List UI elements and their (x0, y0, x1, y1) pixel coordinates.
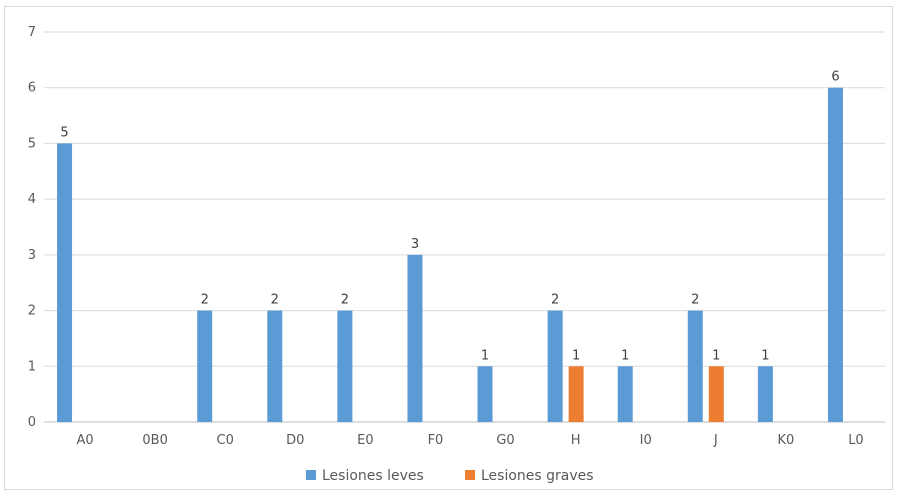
data-label: 2 (691, 293, 699, 308)
data-label: 2 (551, 293, 559, 308)
y-tick-label: 0 (28, 415, 36, 430)
bar-lesiones-leves (57, 143, 73, 422)
chart-frame (4, 6, 893, 490)
bar-lesiones-leves (477, 366, 493, 422)
y-tick-label: 6 (28, 81, 36, 96)
bar-lesiones-leves (267, 310, 283, 422)
legend: Lesiones leves Lesiones graves (306, 468, 594, 484)
bar-lesiones-leves (547, 310, 563, 422)
y-tick-label: 1 (28, 359, 36, 374)
data-label: 2 (201, 293, 209, 308)
legend-label-graves: Lesiones graves (481, 468, 594, 484)
bar-lesiones-leves (407, 254, 423, 422)
y-tick-label: 4 (28, 192, 36, 207)
data-label: 3 (411, 237, 419, 252)
y-tick-label: 3 (28, 248, 36, 263)
bar-lesiones-graves (568, 366, 584, 422)
x-tick-label: F0 (428, 433, 444, 448)
x-tick-label: A0 (76, 433, 93, 448)
x-tick-label: J (713, 433, 718, 448)
x-tick-label: 0B0 (142, 433, 167, 448)
x-tick-label: L0 (848, 433, 864, 448)
x-tick-label: I0 (640, 433, 652, 448)
data-label: 1 (481, 348, 489, 363)
bars (57, 87, 843, 422)
x-tick-label: E0 (357, 433, 374, 448)
bar-lesiones-leves (337, 310, 353, 422)
bar-lesiones-leves (687, 310, 703, 422)
data-label: 1 (572, 348, 580, 363)
y-tick-label: 2 (28, 304, 36, 319)
data-labels: 5 2 2 2 3 1 2 1 1 2 1 1 6 (60, 70, 839, 364)
x-tick-label: C0 (217, 433, 234, 448)
bar-lesiones-leves (197, 310, 213, 422)
data-label: 1 (621, 348, 629, 363)
x-axis-ticks: A0 0B0 C0 D0 E0 F0 G0 H I0 J K0 L0 (76, 433, 863, 448)
x-tick-label: K0 (777, 433, 794, 448)
y-tick-label: 7 (28, 25, 36, 40)
y-tick-label: 5 (28, 136, 36, 151)
bar-lesiones-leves (617, 366, 633, 422)
data-label: 1 (712, 348, 720, 363)
data-label: 6 (831, 70, 839, 85)
x-tick-label: H (571, 433, 581, 448)
data-label: 1 (761, 348, 769, 363)
legend-label-leves: Lesiones leves (322, 468, 424, 484)
bar-lesiones-leves (757, 366, 773, 422)
data-label: 2 (271, 293, 279, 308)
bar-lesiones-leves (827, 87, 843, 422)
legend-swatch-graves (465, 470, 475, 480)
gridlines (44, 31, 885, 423)
data-label: 2 (341, 293, 349, 308)
data-label: 5 (60, 125, 68, 140)
y-axis-ticks: 0 1 2 3 4 5 6 7 (28, 25, 36, 430)
bar-lesiones-graves (708, 366, 724, 422)
x-tick-label: G0 (496, 433, 514, 448)
x-tick-label: D0 (286, 433, 304, 448)
legend-swatch-leves (306, 470, 316, 480)
